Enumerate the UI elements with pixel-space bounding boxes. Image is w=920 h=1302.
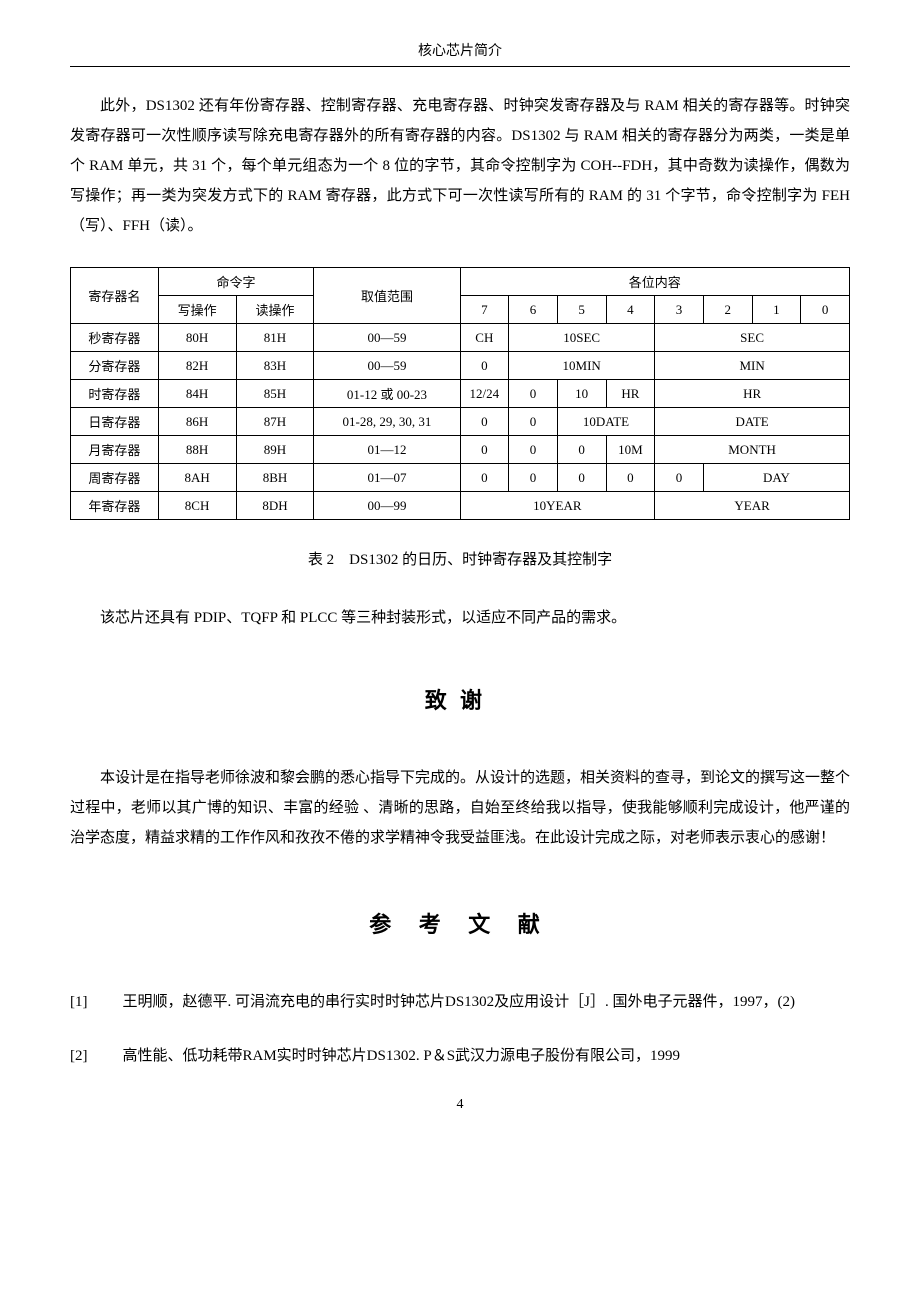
- th-bit5: 5: [557, 296, 606, 324]
- cell: 87H: [236, 408, 314, 436]
- cell: 10: [557, 380, 606, 408]
- cell: HR: [655, 380, 850, 408]
- cell: 84H: [158, 380, 236, 408]
- cell: 0: [509, 408, 558, 436]
- cell: 00—99: [314, 492, 460, 520]
- table-row: 分寄存器 82H 83H 00—59 0 10MIN MIN: [71, 352, 850, 380]
- th-bit0: 0: [801, 296, 850, 324]
- cell: HR: [606, 380, 655, 408]
- cell: 10MIN: [509, 352, 655, 380]
- cell: 0: [509, 464, 558, 492]
- cell: 分寄存器: [71, 352, 159, 380]
- cell: SEC: [655, 324, 850, 352]
- cell: 01-28, 29, 30, 31: [314, 408, 460, 436]
- cell: 0: [557, 436, 606, 464]
- table-caption: 表 2 DS1302 的日历、时钟寄存器及其控制字: [70, 548, 850, 569]
- reference-item: [2] 高性能、低功耗带RAM实时时钟芯片DS1302. P＆S武汉力源电子股份…: [70, 1041, 850, 1071]
- th-bit6: 6: [509, 296, 558, 324]
- cell: 0: [655, 464, 704, 492]
- cell: CH: [460, 324, 509, 352]
- cell: 86H: [158, 408, 236, 436]
- table-row: 年寄存器 8CH 8DH 00—99 10YEAR YEAR: [71, 492, 850, 520]
- cell: 0: [460, 352, 509, 380]
- cell: 0: [557, 464, 606, 492]
- register-table: 寄存器名 命令字 取值范围 各位内容 写操作 读操作 7 6 5 4 3 2 1…: [70, 267, 850, 520]
- reference-number: [1]: [70, 987, 123, 1017]
- cell: 12/24: [460, 380, 509, 408]
- th-bit1: 1: [752, 296, 801, 324]
- cell: 85H: [236, 380, 314, 408]
- cell: 0: [460, 408, 509, 436]
- acknowledgement-text: 本设计是在指导老师徐波和黎会鹏的悉心指导下完成的。从设计的选题，相关资料的查寻，…: [70, 763, 850, 853]
- cell: 秒寄存器: [71, 324, 159, 352]
- cell: 83H: [236, 352, 314, 380]
- cell: 0: [460, 436, 509, 464]
- table-row: 周寄存器 8AH 8BH 01—07 0 0 0 0 0 DAY: [71, 464, 850, 492]
- cell: MONTH: [655, 436, 850, 464]
- cell: 月寄存器: [71, 436, 159, 464]
- cell: 88H: [158, 436, 236, 464]
- reference-number: [2]: [70, 1041, 123, 1071]
- cell: 00—59: [314, 352, 460, 380]
- cell: 8AH: [158, 464, 236, 492]
- cell: 10DATE: [557, 408, 654, 436]
- cell: 10SEC: [509, 324, 655, 352]
- cell: 时寄存器: [71, 380, 159, 408]
- reference-item: [1] 王明顺，赵德平. 可涓流充电的串行实时时钟芯片DS1302及应用设计［J…: [70, 987, 850, 1017]
- cell: 8BH: [236, 464, 314, 492]
- cell: 82H: [158, 352, 236, 380]
- reference-text: 王明顺，赵德平. 可涓流充电的串行实时时钟芯片DS1302及应用设计［J］. 国…: [123, 987, 851, 1017]
- cell: 年寄存器: [71, 492, 159, 520]
- acknowledgement-heading: 致谢: [70, 683, 850, 715]
- th-bits: 各位内容: [460, 268, 850, 296]
- cell: 81H: [236, 324, 314, 352]
- cell: 80H: [158, 324, 236, 352]
- cell: 周寄存器: [71, 464, 159, 492]
- package-paragraph: 该芯片还具有 PDIP、TQFP 和 PLCC 等三种封装形式，以适应不同产品的…: [70, 603, 850, 633]
- cell: 0: [606, 464, 655, 492]
- cell: 0: [509, 380, 558, 408]
- table-row: 秒寄存器 80H 81H 00—59 CH 10SEC SEC: [71, 324, 850, 352]
- page-header: 核心芯片简介: [70, 40, 850, 67]
- intro-paragraph: 此外，DS1302 还有年份寄存器、控制寄存器、充电寄存器、时钟突发寄存器及与 …: [70, 91, 850, 241]
- th-reg-name: 寄存器名: [71, 268, 159, 324]
- cell: 89H: [236, 436, 314, 464]
- th-bit3: 3: [655, 296, 704, 324]
- cell: 0: [460, 464, 509, 492]
- th-bit2: 2: [703, 296, 752, 324]
- th-read: 读操作: [236, 296, 314, 324]
- references-heading: 参 考 文 献: [70, 907, 850, 939]
- cell: 0: [509, 436, 558, 464]
- cell: 日寄存器: [71, 408, 159, 436]
- cell: 01—07: [314, 464, 460, 492]
- th-bit4: 4: [606, 296, 655, 324]
- cell: 8DH: [236, 492, 314, 520]
- table-row: 日寄存器 86H 87H 01-28, 29, 30, 31 0 0 10DAT…: [71, 408, 850, 436]
- cell: DATE: [655, 408, 850, 436]
- th-bit7: 7: [460, 296, 509, 324]
- cell: 8CH: [158, 492, 236, 520]
- table-row: 时寄存器 84H 85H 01-12 或 00-23 12/24 0 10 HR…: [71, 380, 850, 408]
- page-number: 4: [70, 1097, 850, 1113]
- cell: YEAR: [655, 492, 850, 520]
- reference-text: 高性能、低功耗带RAM实时时钟芯片DS1302. P＆S武汉力源电子股份有限公司…: [123, 1041, 851, 1071]
- cell: 10YEAR: [460, 492, 655, 520]
- cell: MIN: [655, 352, 850, 380]
- cell: 10M: [606, 436, 655, 464]
- cell: 01—12: [314, 436, 460, 464]
- table-row: 月寄存器 88H 89H 01—12 0 0 0 10M MONTH: [71, 436, 850, 464]
- th-cmd: 命令字: [158, 268, 314, 296]
- cell: 00—59: [314, 324, 460, 352]
- cell: DAY: [703, 464, 849, 492]
- th-range: 取值范围: [314, 268, 460, 324]
- cell: 01-12 或 00-23: [314, 380, 460, 408]
- th-write: 写操作: [158, 296, 236, 324]
